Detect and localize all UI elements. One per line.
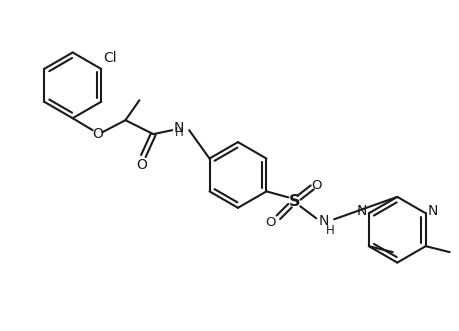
Text: O: O <box>264 216 275 229</box>
Text: O: O <box>310 179 321 192</box>
Text: H: H <box>175 126 184 139</box>
Text: S: S <box>288 194 299 209</box>
Text: N: N <box>356 204 366 218</box>
Text: N: N <box>173 121 183 135</box>
Text: N: N <box>427 204 437 218</box>
Text: H: H <box>325 224 334 237</box>
Text: N: N <box>318 214 328 228</box>
Text: Cl: Cl <box>103 51 117 65</box>
Text: O: O <box>136 158 146 172</box>
Text: O: O <box>92 127 103 141</box>
